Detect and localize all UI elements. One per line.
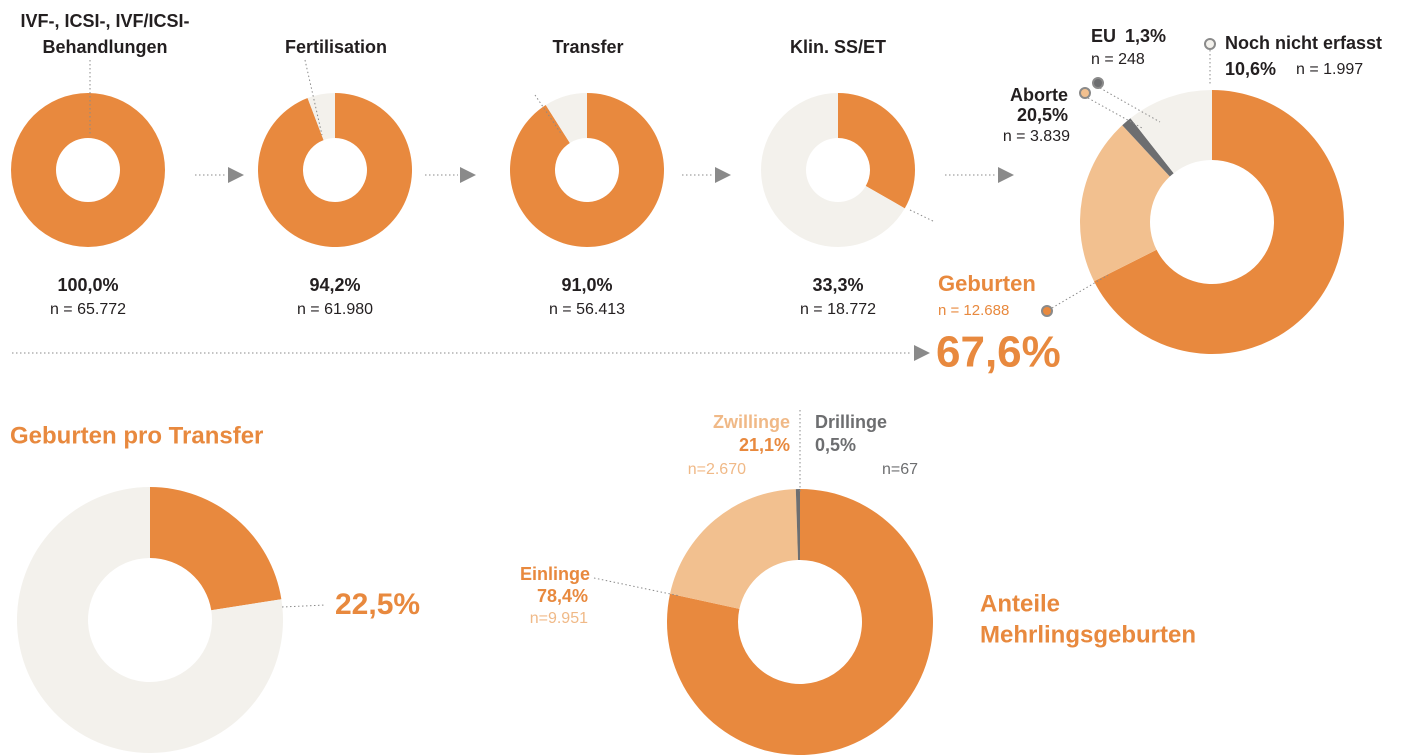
label-dot [1041,305,1053,317]
title: IVF-, ICSI-, IVF/ICSI- [20,11,189,31]
donut-slice [760,93,905,248]
leader-line [909,209,936,223]
title: Klin. SS/ET [790,37,886,57]
n-label: n = 248 [1091,51,1145,68]
value-label: 0,5% [815,435,856,455]
n-label: n = 18.772 [800,301,876,318]
title: Transfer [552,37,623,57]
title: Anteile [980,590,1060,617]
donut-slice [307,93,335,141]
donut-slice [670,489,799,609]
category-label: EU [1091,26,1116,46]
label-dot [1204,38,1216,50]
n-label: n=9.951 [530,610,588,627]
n-label: n = 65.772 [50,301,126,318]
donut-slice [1122,118,1174,177]
value-label: 22,5% [335,588,420,621]
n-label: n = 61.980 [297,301,373,318]
value-label: 20,5% [1017,105,1068,125]
value-label: 33,3% [812,275,863,295]
n-label: n = 12.688 [938,302,1009,319]
donut-slice [258,92,413,247]
title: Mehrlingsgeburten [980,621,1196,648]
title: Fertilisation [285,37,387,57]
donut-slice [795,489,800,561]
title: Geburten pro Transfer [10,422,263,449]
category-label: Drillinge [815,412,887,432]
donuts [11,90,1344,755]
donut-slice [1094,90,1344,354]
value-label: 21,1% [739,435,790,455]
donut-slice [11,93,165,247]
value-label: 67,6% [936,328,1061,377]
donut-slice [510,93,665,247]
donut-slice [1079,125,1170,282]
category-label: Geburten [938,271,1036,296]
flow-arrows [12,59,1014,361]
arrow-head [715,167,731,183]
label-dot [1079,87,1091,99]
leader-line [593,577,681,597]
arrow-head [228,167,244,183]
leader-line [534,94,563,136]
n-label: n = 3.839 [1003,128,1070,145]
donut-slice [16,487,283,754]
leader-line [1087,97,1143,129]
category-label: Aborte [1010,85,1068,105]
title: Behandlungen [43,37,168,57]
category-label: Einlinge [520,564,590,584]
category-label: Noch nicht erfasst [1225,33,1382,53]
value-label: 100,0% [57,275,118,295]
leader-line [281,604,326,608]
n-label: n = 1.997 [1296,61,1363,78]
value-label: 91,0% [561,275,612,295]
donut-slice [1130,90,1212,174]
arrow-head [914,345,930,361]
value-label: 94,2% [309,275,360,295]
donut-slice [838,93,915,209]
leader-line [1051,274,1109,309]
leader-line [1099,87,1161,123]
value-label: 78,4% [537,586,588,606]
donut-slice [666,489,933,755]
value-label: 10,6% [1225,59,1276,79]
n-label: n=2.670 [688,461,746,478]
leader-line [304,59,323,136]
donut-slice [150,487,282,611]
donut-slice [545,93,587,143]
n-label: n = 56.413 [549,301,625,318]
category-label: Zwillinge [713,412,790,432]
arrow-head [460,167,476,183]
n-label: n=67 [882,461,918,478]
arrow-head [998,167,1014,183]
value-label: 1,3% [1125,26,1166,46]
label-dot [1092,77,1104,89]
